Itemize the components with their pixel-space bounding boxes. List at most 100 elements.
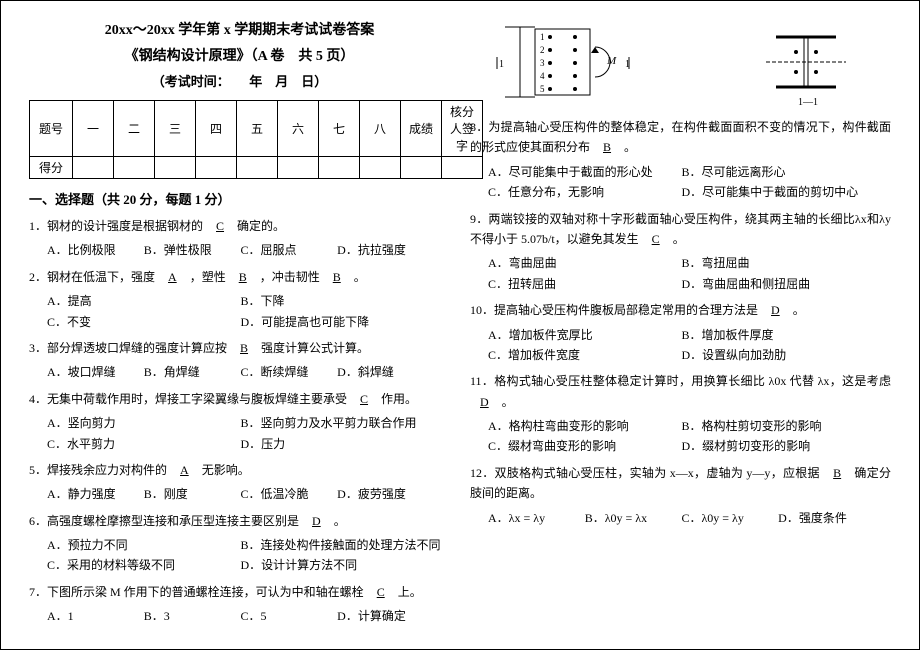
svg-text:M: M bbox=[606, 55, 617, 67]
row2-label: 得分 bbox=[30, 157, 73, 179]
q7: 7．下图所示梁 M 作用下的普通螺栓连接，可认为中和轴在螺栓 C 上。 bbox=[29, 582, 450, 602]
q2-ans2: B bbox=[229, 270, 257, 284]
q10-opts: A．增加板件宽厚比 B．增加板件厚度 C．增加板件宽度 D．设置纵向加劲肋 bbox=[488, 325, 891, 366]
q3-stem-a: 3．部分焊透坡口焊缝的强度计算应按 bbox=[29, 341, 227, 355]
q4-opts: A．竖向剪力 B．竖向剪力及水平剪力联合作用 C．水平剪力 D．压力 bbox=[47, 413, 450, 454]
q2-b: B．下降 bbox=[240, 291, 433, 311]
q4-stem-a: 4．无集中荷载作用时，焊接工字梁翼缘与腹板焊缝主要承受 bbox=[29, 392, 347, 406]
q11-d: D．缀材剪切变形的影响 bbox=[681, 436, 874, 456]
q5-d: D．疲劳强度 bbox=[337, 484, 434, 504]
q3-ans: B bbox=[230, 341, 258, 355]
th-6: 六 bbox=[278, 101, 319, 157]
q11-ans: D bbox=[470, 395, 499, 409]
q10-d: D．设置纵向加劲肋 bbox=[681, 345, 874, 365]
beam-bolt-diagram-icon: M 1 2 3 4 5 1 1 bbox=[495, 17, 695, 107]
q3-stem-b: 强度计算公式计算。 bbox=[261, 341, 369, 355]
q5-ans: A bbox=[170, 463, 199, 477]
q7-stem-a: 7．下图所示梁 M 作用下的普通螺栓连接，可认为中和轴在螺栓 bbox=[29, 585, 364, 599]
q10-stem-b: 。 bbox=[793, 303, 805, 317]
svg-text:5: 5 bbox=[540, 84, 545, 94]
q6-a: A．预拉力不同 bbox=[47, 535, 240, 555]
exam-time: （考试时间： 年 月 日） bbox=[29, 71, 450, 90]
score-table: 题号 一 二 三 四 五 六 七 八 成绩 核分人签字 得分 bbox=[29, 100, 483, 179]
th-2: 二 bbox=[114, 101, 155, 157]
q3-a: A．坡口焊缝 bbox=[47, 362, 144, 382]
q12-ans: B bbox=[823, 466, 851, 480]
q6: 6．高强度螺栓摩擦型连接和承压型连接主要区别是 D 。 bbox=[29, 511, 450, 531]
q1-stem-a: 1．钢材的设计强度是根据钢材的 bbox=[29, 219, 203, 233]
q4-stem-b: 作用。 bbox=[381, 392, 417, 406]
q8-d: D．尽可能集中于截面的剪切中心 bbox=[681, 182, 874, 202]
q8-ans: B bbox=[593, 140, 621, 154]
q6-c: C．采用的材料等级不同 bbox=[47, 555, 240, 575]
q10-stem-a: 10．提高轴心受压构件腹板局部稳定常用的合理方法是 bbox=[470, 303, 758, 317]
q11-opts: A．格构柱弯曲变形的影响 B．格构柱剪切变形的影响 C．缀材弯曲变形的影响 D．… bbox=[488, 416, 891, 457]
th-8: 八 bbox=[360, 101, 401, 157]
th-0: 题号 bbox=[30, 101, 73, 157]
q9-d: D．弯曲屈曲和侧扭屈曲 bbox=[681, 274, 874, 294]
q7-stem-b: 上。 bbox=[398, 585, 422, 599]
q2-d: D．可能提高也可能下降 bbox=[240, 312, 433, 332]
q9-stem-b: 。 bbox=[673, 232, 685, 246]
q3: 3．部分焊透坡口焊缝的强度计算应按 B 强度计算公式计算。 bbox=[29, 338, 450, 358]
svg-text:4: 4 bbox=[540, 71, 545, 81]
q1-stem-b: 确定的。 bbox=[237, 219, 285, 233]
section-a-head: 一、选择题（共 20 分，每题 1 分） bbox=[29, 189, 450, 208]
q11-a: A．格构柱弯曲变形的影响 bbox=[488, 416, 681, 436]
q11-c: C．缀材弯曲变形的影响 bbox=[488, 436, 681, 456]
q10-ans: D bbox=[761, 303, 790, 317]
exam-subtitle: 《钢结构设计原理》（A 卷 共 5 页） bbox=[29, 45, 450, 65]
q12-opts: A．λx = λy B．λ0y = λx C．λ0y = λy D．强度条件 bbox=[488, 508, 891, 528]
q6-ans: D bbox=[302, 514, 331, 528]
q9: 9．两端铰接的双轴对称十字形截面轴心受压构件，绕其两主轴的长细比λx和λy不得小… bbox=[470, 209, 891, 250]
q12-c: C．λ0y = λy bbox=[681, 508, 778, 528]
q6-opts: A．预拉力不同 B．连接处构件接触面的处理方法不同 C．采用的材料等级不同 D．… bbox=[47, 535, 450, 576]
svg-text:1: 1 bbox=[499, 59, 504, 70]
q6-b: B．连接处构件接触面的处理方法不同 bbox=[240, 535, 440, 555]
q4-d: D．压力 bbox=[240, 434, 433, 454]
th-5: 五 bbox=[237, 101, 278, 157]
th-7: 七 bbox=[319, 101, 360, 157]
q11: 11．格构式轴心受压柱整体稳定计算时，用换算长细比 λ0x 代替 λx，这是考虑… bbox=[470, 371, 891, 412]
q8-opts: A．尽可能集中于截面的形心处 B．尽可能远离形心 C．任意分布，无影响 D．尽可… bbox=[488, 162, 891, 203]
q11-b: B．格构柱剪切变形的影响 bbox=[681, 416, 874, 436]
q8: 8．为提高轴心受压构件的整体稳定，在构件截面面积不变的情况下，构件截面的形式应使… bbox=[470, 117, 891, 158]
q3-b: B．角焊缝 bbox=[144, 362, 241, 382]
q4-ans: C bbox=[350, 392, 378, 406]
th-score: 成绩 bbox=[401, 101, 442, 157]
th-3: 三 bbox=[155, 101, 196, 157]
q2-ans3: B bbox=[323, 270, 351, 284]
q12-a: A．λx = λy bbox=[488, 508, 585, 528]
q2-ans1: A bbox=[158, 270, 187, 284]
q9-c: C．扭转屈曲 bbox=[488, 274, 681, 294]
q8-b: B．尽可能远离形心 bbox=[681, 162, 874, 182]
q7-opts: A．1 B．3 C．5 D．计算确定 bbox=[47, 606, 450, 626]
q12: 12．双肢格构式轴心受压柱，实轴为 x—x，虚轴为 y—y，应根据 B 确定分肢… bbox=[470, 463, 891, 504]
q12-d: D．强度条件 bbox=[778, 508, 875, 528]
th-4: 四 bbox=[196, 101, 237, 157]
q11-stem-b: 。 bbox=[502, 395, 514, 409]
q5: 5．焊接残余应力对构件的 A 无影响。 bbox=[29, 460, 450, 480]
q6-stem-b: 。 bbox=[334, 514, 346, 528]
q9-a: A．弯曲屈曲 bbox=[488, 253, 681, 273]
q9-ans: C bbox=[642, 232, 670, 246]
q2-mid2: ，冲击韧性 bbox=[260, 270, 320, 284]
q3-opts: A．坡口焊缝 B．角焊缝 C．断续焊缝 D．斜焊缝 bbox=[47, 362, 450, 382]
svg-text:3: 3 bbox=[540, 58, 545, 68]
q5-a: A．静力强度 bbox=[47, 484, 144, 504]
th-1: 一 bbox=[73, 101, 114, 157]
q9-opts: A．弯曲屈曲 B．弯扭屈曲 C．扭转屈曲 D．弯曲屈曲和侧扭屈曲 bbox=[488, 253, 891, 294]
q1-d: D．抗拉强度 bbox=[337, 240, 434, 260]
q10-b: B．增加板件厚度 bbox=[681, 325, 874, 345]
q10-a: A．增加板件宽厚比 bbox=[488, 325, 681, 345]
q12-stem-a: 12．双肢格构式轴心受压柱，实轴为 x—x，虚轴为 y—y，应根据 bbox=[470, 466, 820, 480]
q5-opts: A．静力强度 B．刚度 C．低温冷脆 D．疲劳强度 bbox=[47, 484, 450, 504]
q5-stem-b: 无影响。 bbox=[202, 463, 250, 477]
q1: 1．钢材的设计强度是根据钢材的 C 确定的。 bbox=[29, 216, 450, 236]
q7-b: B．3 bbox=[144, 606, 241, 626]
q5-c: C．低温冷脆 bbox=[240, 484, 337, 504]
q1-opts: A．比例极限 B．弹性极限 C．屈服点 D．抗拉强度 bbox=[47, 240, 450, 260]
q7-figure: M 1 2 3 4 5 1 1 bbox=[470, 17, 891, 107]
q12-b: B．λ0y = λx bbox=[585, 508, 682, 528]
q9-b: B．弯扭屈曲 bbox=[681, 253, 874, 273]
